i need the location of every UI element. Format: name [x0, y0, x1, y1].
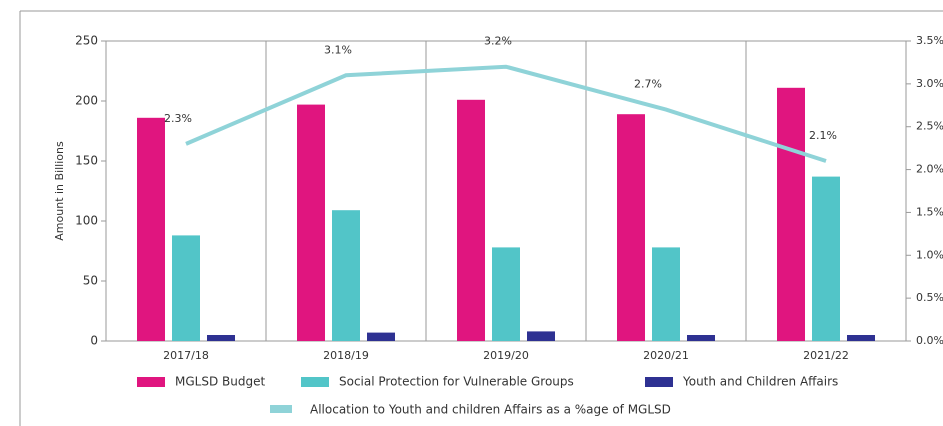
- y-tick-label: 250: [75, 34, 98, 48]
- y2-tick-label: 1.5%: [916, 205, 943, 218]
- legend-label: Allocation to Youth and children Affairs…: [310, 403, 671, 417]
- y2-tick-label: 3.0%: [916, 77, 943, 90]
- y-tick-label: 0: [90, 334, 98, 348]
- legend-swatch: [301, 377, 329, 387]
- bar: [777, 87, 805, 341]
- legend-label: Youth and Children Affairs: [682, 375, 838, 389]
- legend-swatch: [137, 377, 165, 387]
- data-label: 2.7%: [634, 78, 662, 91]
- y-axis-label: Amount in Billions: [53, 141, 66, 241]
- bar: [367, 332, 395, 341]
- x-tick-label: 2020/21: [643, 349, 689, 362]
- x-tick-label: 2017/18: [163, 349, 209, 362]
- bar: [527, 331, 555, 341]
- y-tick-label: 50: [83, 274, 98, 288]
- bar: [207, 335, 235, 341]
- bar: [652, 247, 680, 341]
- x-tick-label: 2019/20: [483, 349, 529, 362]
- line: [185, 64, 827, 163]
- y-tick-label: 100: [75, 214, 98, 228]
- y2-tick-label: 0.0%: [916, 334, 943, 347]
- bar: [812, 176, 840, 341]
- data-label: 2.1%: [809, 129, 837, 142]
- y2-tick-label: 2.0%: [916, 163, 943, 176]
- bar: [172, 235, 200, 341]
- x-tick-label: 2021/22: [803, 349, 849, 362]
- bar: [847, 335, 875, 341]
- legend-label: Social Protection for Vulnerable Groups: [339, 375, 574, 389]
- y2-tick-label: 3.5%: [916, 34, 943, 47]
- y2-tick-label: 0.5%: [916, 291, 943, 304]
- bar: [457, 99, 485, 341]
- bar: [617, 114, 645, 341]
- legend-swatch: [645, 377, 673, 387]
- y-tick-label: 200: [75, 94, 98, 108]
- bar: [297, 104, 325, 341]
- y2-tick-label: 1.0%: [916, 248, 943, 261]
- legend-label: MGLSD Budget: [175, 375, 265, 389]
- bar: [137, 117, 165, 341]
- bar: [687, 335, 715, 341]
- data-label: 2.3%: [164, 112, 192, 125]
- bar: [332, 210, 360, 341]
- bar: [492, 247, 520, 341]
- data-label: 3.2%: [484, 35, 512, 48]
- legend-swatch: [270, 405, 292, 413]
- y-tick-label: 150: [75, 154, 98, 168]
- data-label: 3.1%: [324, 43, 352, 56]
- y2-tick-label: 2.5%: [916, 120, 943, 133]
- x-tick-label: 2018/19: [323, 349, 369, 362]
